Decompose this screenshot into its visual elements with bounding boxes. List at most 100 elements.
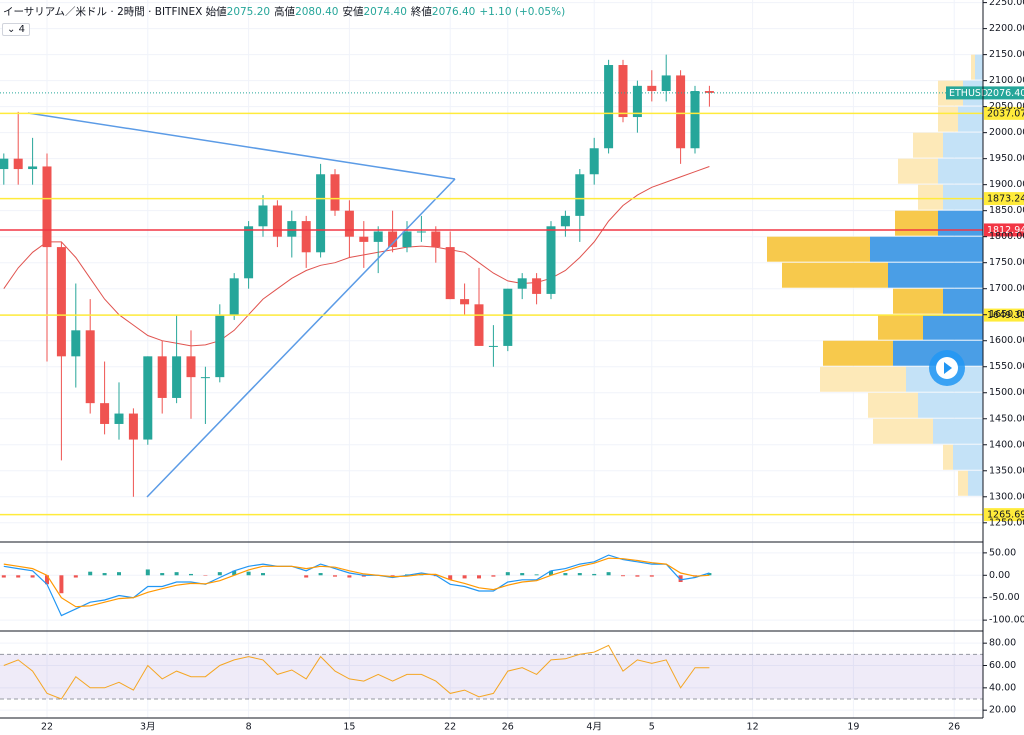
profile-down [971, 54, 975, 80]
last-price-label: 2076.40 [987, 88, 1024, 99]
candle-body [244, 226, 254, 279]
price-line-tag [984, 223, 1024, 237]
macd-histogram [174, 572, 179, 576]
candle-body [114, 413, 124, 424]
y-tick-label: 1500.00 [989, 387, 1024, 398]
plot [0, 54, 983, 700]
y-tick-label: 2200.00 [989, 23, 1024, 34]
candle-body [402, 231, 412, 248]
profile-down [918, 184, 943, 210]
price-line-label: 2037.07 [987, 108, 1024, 119]
y-tick-label: 1750.00 [989, 257, 1024, 268]
indicator-toggle[interactable]: ⌄ 4 [2, 23, 30, 36]
x-tick-label: 12 [747, 722, 759, 733]
macd-histogram [505, 572, 510, 576]
candle-body [503, 288, 513, 346]
macd-histogram [534, 574, 539, 576]
profile-up [975, 54, 983, 80]
macd-histogram [59, 575, 64, 594]
profile-up [943, 132, 983, 158]
profile-down [782, 262, 888, 288]
profile-down [913, 132, 943, 158]
macd-histogram [88, 571, 93, 576]
macd-histogram [261, 573, 265, 576]
profile-up [870, 236, 983, 262]
candle-body [560, 215, 570, 227]
macd-histogram [217, 572, 222, 576]
rsi-line [3, 644, 710, 700]
candle-body [589, 148, 599, 175]
x-tick-label: 19 [847, 722, 859, 733]
y-tick-label: 1650.00 [989, 309, 1024, 320]
x-tick-label: 26 [948, 722, 960, 733]
ohlc-values: 始値2075.20 高値2080.40 安値2074.40 終値2076.40 +1.1… [206, 6, 570, 18]
macd-histogram [477, 575, 481, 579]
macd-histogram [73, 575, 78, 578]
y-tick-label: 0.00 [989, 570, 1010, 581]
profile-up [918, 392, 983, 418]
y-tick-label: -50.00 [989, 592, 1020, 603]
x-tick-label: 8 [246, 722, 252, 733]
y-tick-label: 1850.00 [989, 205, 1024, 216]
candle-body [604, 65, 614, 149]
y-tick-label: 1950.00 [989, 153, 1024, 164]
y-tick-label: 40.00 [989, 682, 1016, 693]
field-label: 始値 [205, 6, 227, 18]
x-tick-label: 22 [41, 722, 53, 733]
macd-histogram [448, 575, 453, 580]
macd-histogram [30, 575, 35, 578]
macd-histogram [318, 573, 323, 576]
candle-body [28, 166, 38, 170]
candle-body [13, 158, 23, 170]
play-button[interactable] [929, 350, 965, 386]
macd-histogram [232, 570, 237, 576]
candle-body [460, 299, 470, 305]
indicator-count[interactable]: 4 [18, 24, 25, 35]
candle-body [474, 304, 484, 346]
symbol-title: イーサリアム／米ドル · 2時間 · BITFINEX [3, 6, 203, 18]
y-tick-label: 20.00 [989, 705, 1016, 716]
y-tick-label: 1550.00 [989, 361, 1024, 372]
profile-up [953, 444, 983, 470]
candle-body [690, 91, 700, 149]
candle-body [532, 278, 542, 294]
x-tick-label: 4月 [586, 722, 602, 733]
price-line-label: 1812.94 [987, 225, 1024, 236]
candle-body [200, 377, 210, 379]
profile-down [893, 288, 943, 314]
y-tick-label: 80.00 [989, 638, 1016, 649]
price-line-tag [984, 192, 1024, 206]
symbol-header: イーサリアム／米ドル · 2時間 · BITFINEX 始値2075.20 高値2… [3, 4, 569, 19]
y-tick-label: -100.00 [989, 615, 1024, 626]
field-label: 高値 [274, 6, 296, 18]
macd-histogram [102, 573, 107, 576]
candle-body [229, 278, 239, 315]
profile-up [933, 418, 983, 444]
macd-histogram [390, 575, 395, 577]
trend-line [146, 178, 456, 498]
candle-body [575, 174, 585, 216]
candle-body [215, 314, 225, 378]
macd-histogram [145, 569, 150, 576]
field-value: 2080.40 [295, 6, 339, 18]
profile-up [943, 184, 983, 210]
profile-up [943, 288, 983, 314]
candle-body [330, 174, 340, 211]
candle-body [56, 247, 66, 357]
play-icon[interactable] [944, 362, 952, 374]
candle-body [42, 166, 52, 248]
macd-histogram [678, 575, 683, 583]
field-value: +1.10 (+0.05%) [479, 6, 566, 18]
x-tick-label: 3月 [140, 722, 156, 733]
profile-up [968, 470, 983, 496]
candle-body [258, 205, 268, 227]
profile-down [958, 470, 968, 496]
macd-histogram [246, 571, 251, 576]
profile-up [888, 262, 983, 288]
candle-body [661, 75, 671, 92]
profile-up [923, 314, 983, 340]
profile-down [823, 340, 893, 366]
y-tick-label: 2050.00 [989, 101, 1024, 112]
candle-body [287, 221, 297, 237]
